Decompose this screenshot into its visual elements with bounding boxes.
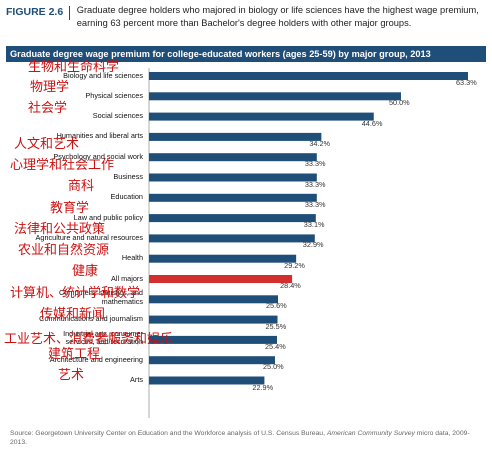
- bar: [149, 132, 322, 141]
- bar: [149, 376, 265, 385]
- source-note: Source: Georgetown University Center on …: [10, 429, 480, 447]
- bar: [149, 295, 279, 304]
- chart-area: Biology and life sciences 63.3% Physical s…: [0, 60, 492, 428]
- figure-label: FIGURE 2.6: [6, 6, 64, 18]
- bar: [149, 173, 317, 182]
- bar: [149, 112, 374, 121]
- bar: [149, 356, 275, 365]
- bar-chart: [148, 68, 468, 418]
- bar: [149, 275, 293, 283]
- figure-header: FIGURE 2.6 Graduate degree holders who m…: [6, 4, 486, 40]
- source-text-2: micro data, 2009-2013.: [10, 430, 470, 446]
- bar: [149, 92, 401, 101]
- header-divider: [69, 6, 70, 20]
- bar: [149, 234, 315, 243]
- figure-title: Graduate degree holders who majored in b…: [76, 5, 479, 28]
- source-text: Source: Georgetown University Center on …: [10, 430, 325, 437]
- chart-title: Graduate degree wage premium for college…: [6, 46, 486, 62]
- bar: [149, 193, 317, 202]
- bar: [149, 254, 297, 263]
- bar: [149, 72, 468, 80]
- bar: [149, 153, 317, 162]
- bar: [149, 315, 278, 324]
- bar: [149, 214, 316, 223]
- source-italic: American Community Survey: [326, 430, 415, 437]
- bar: [149, 335, 278, 344]
